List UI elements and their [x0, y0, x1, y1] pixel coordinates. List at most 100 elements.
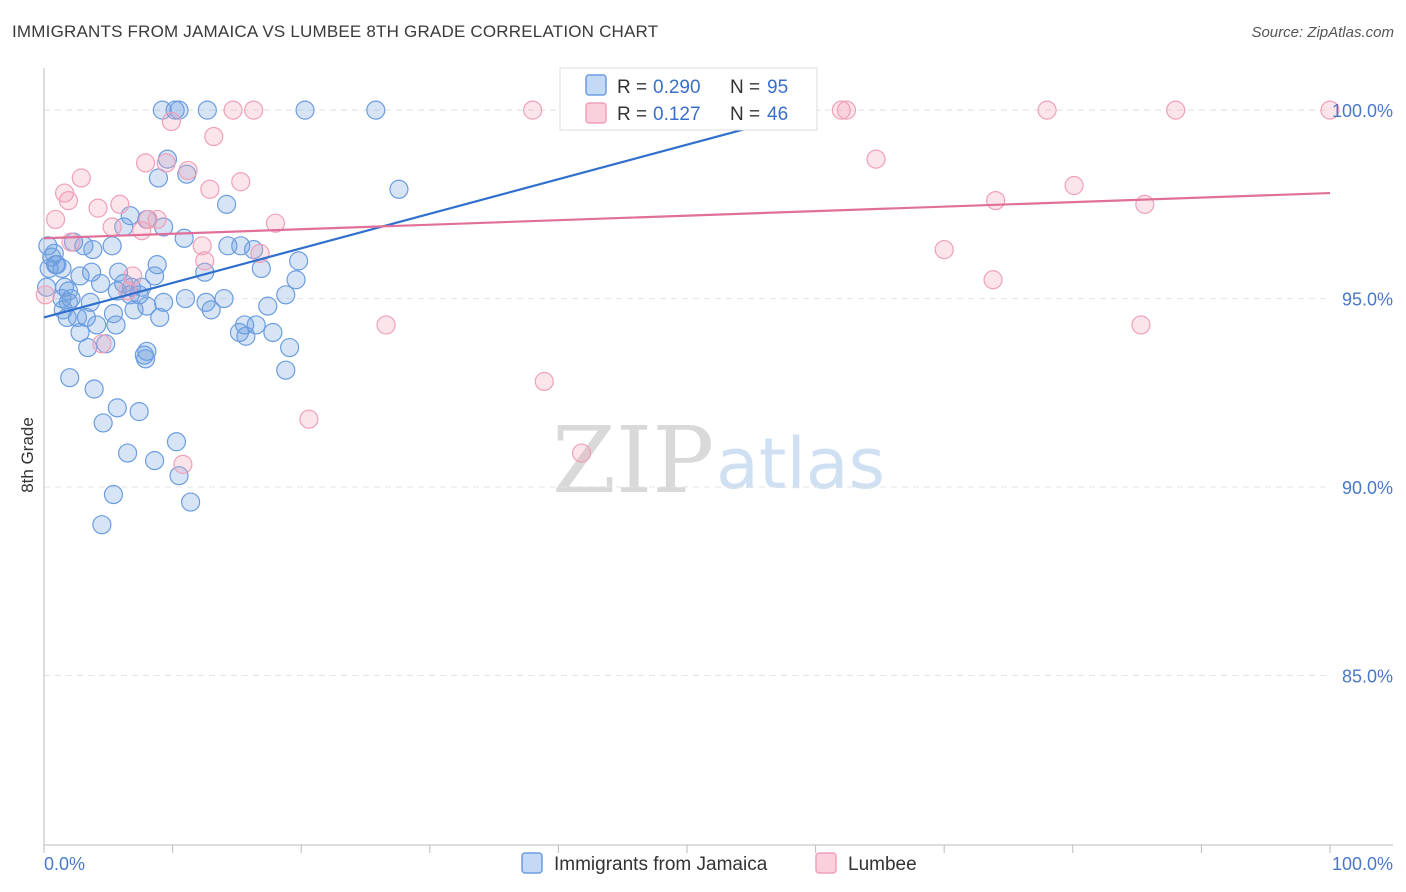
jamaica-point-73	[107, 398, 127, 418]
jamaica-point-19	[102, 236, 122, 256]
lumbee-point-12	[178, 160, 198, 181]
lumbee-point-34	[195, 251, 215, 271]
lumbee-point-36	[983, 270, 1003, 290]
legend-n-value-pink: 46	[767, 104, 788, 125]
jamaica-point-33	[70, 266, 90, 286]
jamaica-point-80	[103, 484, 124, 505]
jamaica-point-61	[70, 322, 90, 343]
jamaica-point-27	[52, 258, 72, 279]
jamaica-point-58	[106, 315, 126, 335]
y-tick-label-90: 90.0%	[1342, 478, 1393, 498]
lumbee-point-20	[88, 198, 108, 218]
trend-line-lumbee	[43, 191, 1331, 240]
lumbee-point-9	[204, 126, 224, 147]
jamaica-point-69	[135, 349, 156, 369]
jamaica-point-77	[117, 443, 138, 463]
jamaica-point-30	[144, 266, 165, 286]
jamaica-point-4	[295, 100, 315, 120]
jamaica-point-66	[280, 337, 300, 358]
jamaica-point-5	[366, 100, 386, 120]
legend-n-label-blue: N =	[730, 77, 760, 98]
lumbee-point-1	[244, 100, 264, 120]
legend-swatch-pink	[585, 102, 607, 124]
jamaica-point-72	[84, 379, 104, 399]
lumbee-point-40	[1131, 315, 1151, 335]
bottom-legend-swatch-jamaica	[521, 852, 543, 874]
jamaica-point-83	[44, 243, 64, 263]
lumbee-point-13	[71, 168, 91, 188]
lumbee-point-30	[61, 232, 81, 252]
trend-line-jamaica	[43, 109, 816, 319]
jamaica-point-9	[389, 179, 409, 199]
lumbee-point-2	[523, 100, 543, 120]
jamaica-point-42	[276, 285, 296, 305]
legend-r-label-blue: R =	[617, 77, 647, 98]
lumbee-point-31	[192, 236, 212, 256]
lumbee-point-14	[200, 179, 220, 199]
lumbee-point-3	[831, 100, 851, 120]
lumbee-point-10	[135, 153, 156, 173]
lumbee-point-11	[156, 153, 176, 173]
lumbee-point-28	[102, 217, 122, 237]
legend-r-value-blue: 0.290	[653, 77, 701, 98]
jamaica-point-84	[47, 255, 67, 275]
jamaica-point-14	[153, 217, 174, 237]
lumbee-point-27	[265, 213, 286, 233]
jamaica-point-87	[90, 273, 111, 294]
jamaica-point-75	[93, 413, 113, 433]
lumbee-point-0	[223, 100, 243, 120]
jamaica-point-22	[83, 239, 103, 260]
jamaica-point-57	[87, 315, 107, 335]
y-tick-label-95: 95.0%	[1342, 290, 1393, 310]
lumbee-point-44	[571, 443, 592, 463]
lumbee-point-5	[1037, 100, 1057, 120]
x-tick-label-min: 0.0%	[44, 854, 85, 874]
jamaica-point-78	[144, 451, 165, 471]
lumbee-point-38	[35, 285, 55, 305]
jamaica-point-2	[169, 100, 189, 120]
gridlines	[44, 109, 1330, 676]
jamaica-point-74	[129, 402, 149, 422]
jamaica-point-29	[108, 262, 129, 282]
jamaica-point-21	[231, 236, 251, 256]
source-credit: Source: ZipAtlas.com	[1251, 24, 1394, 41]
jamaica-point-16	[38, 236, 58, 256]
legend-n-label-pink: N =	[730, 104, 760, 125]
jamaica-point-79	[169, 466, 189, 486]
watermark-atlas: atlas	[716, 423, 885, 505]
jamaica-point-3	[197, 100, 217, 120]
lumbee-point-4	[836, 100, 857, 120]
jamaica-point-90	[175, 288, 196, 309]
jamaica-point-63	[236, 326, 256, 346]
lumbee-point-43	[299, 409, 319, 429]
jamaica-point-51	[124, 300, 144, 320]
jamaica-point-93	[263, 322, 283, 343]
lumbee-point-26	[45, 209, 66, 230]
lumbee-point-6	[1166, 100, 1186, 120]
jamaica-point-76	[166, 432, 187, 452]
watermark-zip: ZIP	[552, 407, 714, 514]
lumbee-point-15	[231, 172, 251, 192]
jamaica-point-47	[214, 288, 234, 309]
axes	[43, 68, 1393, 853]
lumbee-point-39	[376, 315, 396, 335]
lumbee-point-45	[173, 454, 193, 474]
lumbee-point-41	[92, 334, 112, 354]
bottom-legend-swatch-lumbee	[815, 852, 837, 874]
jamaica-point-34	[286, 270, 306, 290]
lumbee-point-29	[132, 221, 152, 241]
jamaica-point-25	[289, 251, 309, 271]
jamaica-point-10	[217, 194, 237, 214]
jamaica-point-56	[150, 307, 170, 328]
jamaica-point-86	[61, 288, 81, 309]
legend-swatch-blue	[585, 74, 607, 96]
watermark: ZIP atlas	[552, 407, 885, 514]
series-lumbee-points	[35, 100, 1340, 474]
y-axis-title: 8th Grade	[18, 417, 37, 493]
y-tick-label-85: 85.0%	[1342, 666, 1393, 686]
legend-r-label-pink: R =	[617, 104, 647, 125]
series-jamaica-points	[36, 100, 409, 535]
jamaica-point-82	[92, 515, 112, 535]
jamaica-point-36	[58, 281, 79, 301]
